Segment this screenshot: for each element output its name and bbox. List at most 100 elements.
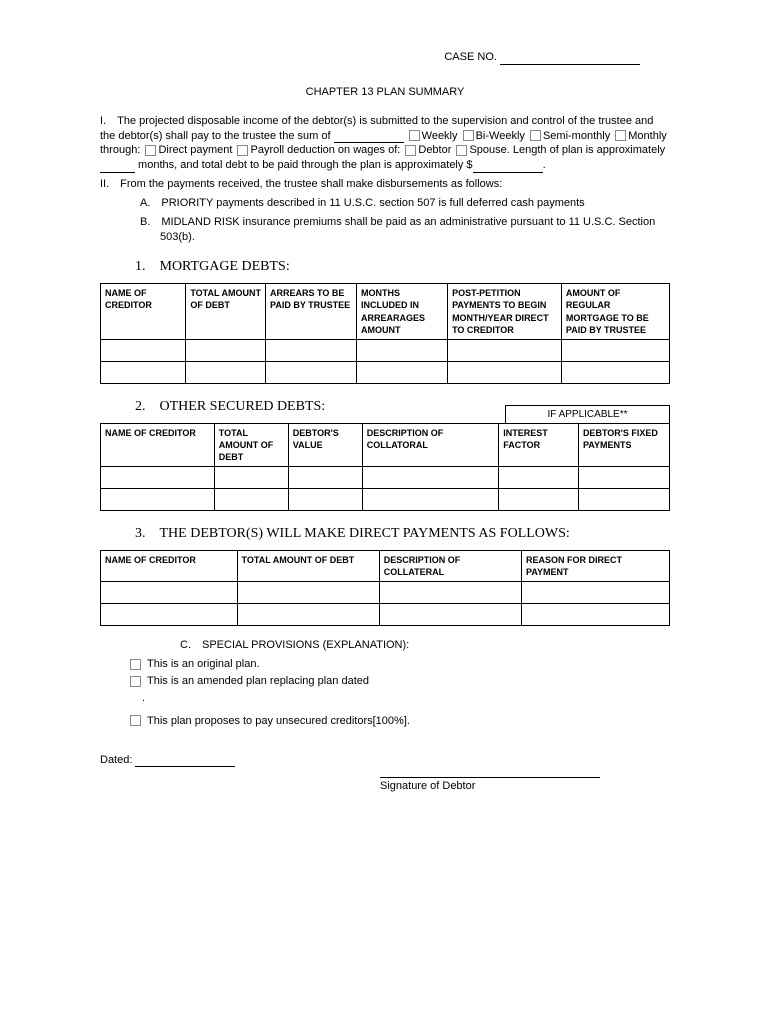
months-blank[interactable] (100, 163, 135, 173)
checkbox-debtor[interactable] (405, 145, 416, 156)
col-header: TOTAL AMOUNT OF DEBT (237, 551, 379, 582)
cell[interactable] (448, 361, 562, 383)
table-row (101, 361, 670, 383)
checkbox-amended-plan[interactable] (130, 676, 141, 687)
period-1: . (543, 159, 546, 171)
case-number-line: CASE NO. (100, 50, 670, 65)
sub-a: A. PRIORITY payments described in 11 U.S… (100, 196, 670, 211)
case-label: CASE NO. (444, 51, 497, 63)
cell[interactable] (499, 489, 579, 511)
cell[interactable] (288, 489, 362, 511)
dated-blank[interactable] (135, 757, 235, 767)
cell[interactable] (362, 489, 499, 511)
checkbox-payroll[interactable] (237, 145, 248, 156)
label-weekly: Weekly (422, 130, 458, 142)
checkbox-monthly[interactable] (615, 130, 626, 141)
cell[interactable] (266, 339, 357, 361)
cell[interactable] (101, 467, 215, 489)
total-debt-blank[interactable] (473, 163, 543, 173)
page-content: CASE NO. CHAPTER 13 PLAN SUMMARY I. The … (0, 0, 770, 824)
col-header: TOTAL AMOUNT OF DEBT (186, 284, 266, 340)
check-line-2: This is an amended plan replacing plan d… (128, 674, 670, 689)
cell[interactable] (357, 339, 448, 361)
table-row (101, 582, 670, 604)
cell[interactable] (214, 489, 288, 511)
col-header: DESCRIPTION OF COLLATORAL (362, 423, 499, 466)
check-line-2b: . (142, 691, 670, 706)
sum-blank[interactable] (334, 133, 404, 143)
cell[interactable] (186, 339, 266, 361)
cell[interactable] (561, 339, 669, 361)
label-debtor: Debtor (418, 144, 451, 156)
cell[interactable] (578, 467, 669, 489)
table-row: NAME OF CREDITOR TOTAL AMOUNT OF DEBT DE… (101, 423, 670, 466)
cell[interactable] (499, 467, 579, 489)
cell[interactable] (288, 467, 362, 489)
length-text-b: months, and total debt to be paid throug… (135, 159, 473, 171)
length-text-a: . Length of plan is approximately (507, 144, 665, 156)
table-other-secured: NAME OF CREDITOR TOTAL AMOUNT OF DEBT DE… (100, 423, 670, 511)
checkbox-weekly[interactable] (409, 130, 420, 141)
cell[interactable] (578, 489, 669, 511)
section-3-title: 3. THE DEBTOR(S) WILL MAKE DIRECT PAYMEN… (135, 525, 670, 544)
paragraph-1: I. The projected disposable income of th… (100, 114, 670, 173)
table-row (101, 467, 670, 489)
cell[interactable] (237, 604, 379, 626)
checkbox-semimonthly[interactable] (530, 130, 541, 141)
label-original-plan: This is an original plan. (147, 658, 260, 670)
table-row: NAME OF CREDITOR TOTAL AMOUNT OF DEBT AR… (101, 284, 670, 340)
document-title: CHAPTER 13 PLAN SUMMARY (100, 85, 670, 100)
label-amended-plan: This is an amended plan replacing plan d… (147, 675, 369, 687)
cell[interactable] (101, 582, 238, 604)
col-header: MONTHS INCLUDED IN ARREARAGES AMOUNT (357, 284, 448, 340)
cell[interactable] (379, 604, 521, 626)
label-biweekly: Bi-Weekly (476, 130, 525, 142)
label-spouse: Spouse (469, 144, 506, 156)
col-header: AMOUNT OF REGULAR MORTGAGE TO BE PAID BY… (561, 284, 669, 340)
paragraph-2: II. From the payments received, the trus… (100, 177, 670, 192)
label-pay-unsecured: This plan proposes to pay unsecured cred… (147, 715, 410, 727)
cell[interactable] (214, 467, 288, 489)
col-header: NAME OF CREDITOR (101, 284, 186, 340)
checkbox-pay-unsecured[interactable] (130, 715, 141, 726)
if-applicable-header: IF APPLICABLE** (505, 405, 670, 424)
col-header: DEBTOR'S VALUE (288, 423, 362, 466)
cell[interactable] (186, 361, 266, 383)
check-line-3: This plan proposes to pay unsecured cred… (128, 714, 670, 729)
cell[interactable] (101, 361, 186, 383)
signature-area: Signature of Debtor (380, 777, 670, 794)
case-number-blank[interactable] (500, 53, 640, 65)
table-row: NAME OF CREDITOR TOTAL AMOUNT OF DEBT DE… (101, 551, 670, 582)
cell[interactable] (561, 361, 669, 383)
section-1-title: 1. MORTGAGE DEBTS: (135, 258, 670, 277)
cell[interactable] (448, 339, 562, 361)
deduction-text: deduction on wages of: (287, 144, 400, 156)
col-header: TOTAL AMOUNT OF DEBT (214, 423, 288, 466)
signature-line[interactable]: Signature of Debtor (380, 777, 600, 794)
cell[interactable] (101, 604, 238, 626)
table-row (101, 489, 670, 511)
cell[interactable] (522, 604, 670, 626)
cell[interactable] (237, 582, 379, 604)
checkbox-biweekly[interactable] (463, 130, 474, 141)
col-header: DESCRIPTION OF COLLATERAL (379, 551, 521, 582)
cell[interactable] (101, 489, 215, 511)
cell[interactable] (101, 339, 186, 361)
cell[interactable] (266, 361, 357, 383)
cell[interactable] (362, 467, 499, 489)
col-header: POST-PETITION PAYMENTS TO BEGIN MONTH/YE… (448, 284, 562, 340)
sub-b: B. MIDLAND RISK insurance premiums shall… (100, 215, 670, 245)
cell[interactable] (357, 361, 448, 383)
signature-label: Signature of Debtor (380, 780, 475, 792)
label-payroll: Payroll (250, 144, 284, 156)
checkbox-direct[interactable] (145, 145, 156, 156)
table-row (101, 339, 670, 361)
col-header: ARREARS TO BE PAID BY TRUSTEE (266, 284, 357, 340)
col-header: NAME OF CREDITOR (101, 551, 238, 582)
checkbox-original-plan[interactable] (130, 659, 141, 670)
checkbox-spouse[interactable] (456, 145, 467, 156)
check-line-1: This is an original plan. (128, 657, 670, 672)
label-semimonthly: Semi-monthly (543, 130, 610, 142)
cell[interactable] (522, 582, 670, 604)
cell[interactable] (379, 582, 521, 604)
